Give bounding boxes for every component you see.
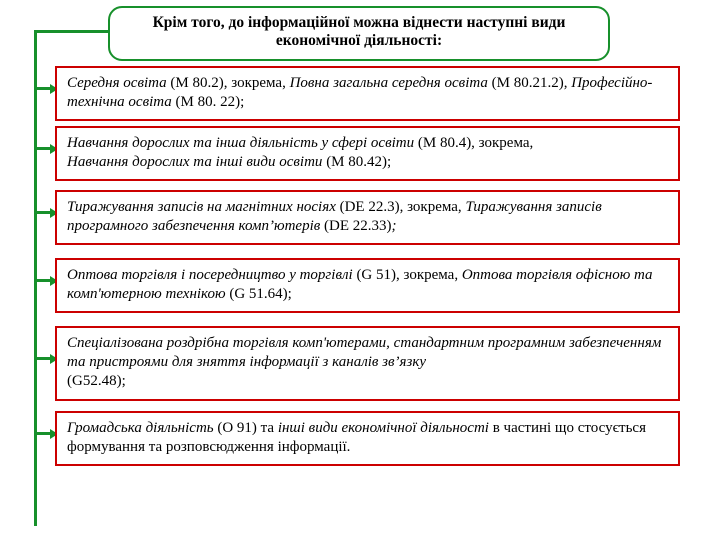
item-box-1: Навчання дорослих та інша діяльність у с… bbox=[55, 126, 680, 181]
item-text: (G 51), зокрема, bbox=[353, 267, 462, 283]
item-text: (G52.48); bbox=[67, 373, 126, 389]
item-text: (M 80. 22); bbox=[172, 94, 245, 110]
header-text: Крім того, до інформаційної можна віднес… bbox=[153, 14, 566, 49]
item-text: Повна загальна середня освіта bbox=[290, 75, 488, 91]
item-text: Оптова торгівля і посередництво у торгів… bbox=[67, 267, 353, 283]
item-text: (DE 22.3), зокрема, bbox=[336, 199, 466, 215]
item-text: ; bbox=[392, 218, 397, 234]
item-text: Середня освіта bbox=[67, 75, 167, 91]
tree-vertical-line bbox=[34, 30, 37, 526]
header-box: Крім того, до інформаційної можна віднес… bbox=[108, 6, 610, 61]
item-text: (M 80.4), зокрема, bbox=[414, 135, 533, 151]
item-text: Навчання дорослих та інші види освіти bbox=[67, 154, 322, 170]
item-box-0: Середня освіта (M 80.2), зокрема, Повна … bbox=[55, 66, 680, 121]
item-text: (M 80.42); bbox=[322, 154, 391, 170]
item-box-5: Громадська діяльність (O 91) та інші вид… bbox=[55, 411, 680, 466]
item-text: Громадська діяльність bbox=[67, 420, 214, 436]
item-text: Спеціалізована роздрібна торгівля комп'ю… bbox=[67, 335, 661, 370]
item-text: (G 51.64); bbox=[226, 286, 292, 302]
item-text: інші види економічної діяльності bbox=[278, 420, 489, 436]
tree-top-connector bbox=[34, 30, 109, 33]
item-text: (DE 22.33) bbox=[320, 218, 391, 234]
item-text: Навчання дорослих та інша діяльність у с… bbox=[67, 135, 414, 151]
item-text: (O 91) та bbox=[214, 420, 278, 436]
item-box-2: Тиражування записів на магнітних носіях … bbox=[55, 190, 680, 245]
item-text: Тиражування записів на магнітних носіях bbox=[67, 199, 336, 215]
item-text: (M 80.21.2), bbox=[488, 75, 571, 91]
item-box-3: Оптова торгівля і посередництво у торгів… bbox=[55, 258, 680, 313]
item-text: (M 80.2), зокрема, bbox=[167, 75, 290, 91]
item-box-4: Спеціалізована роздрібна торгівля комп'ю… bbox=[55, 326, 680, 401]
